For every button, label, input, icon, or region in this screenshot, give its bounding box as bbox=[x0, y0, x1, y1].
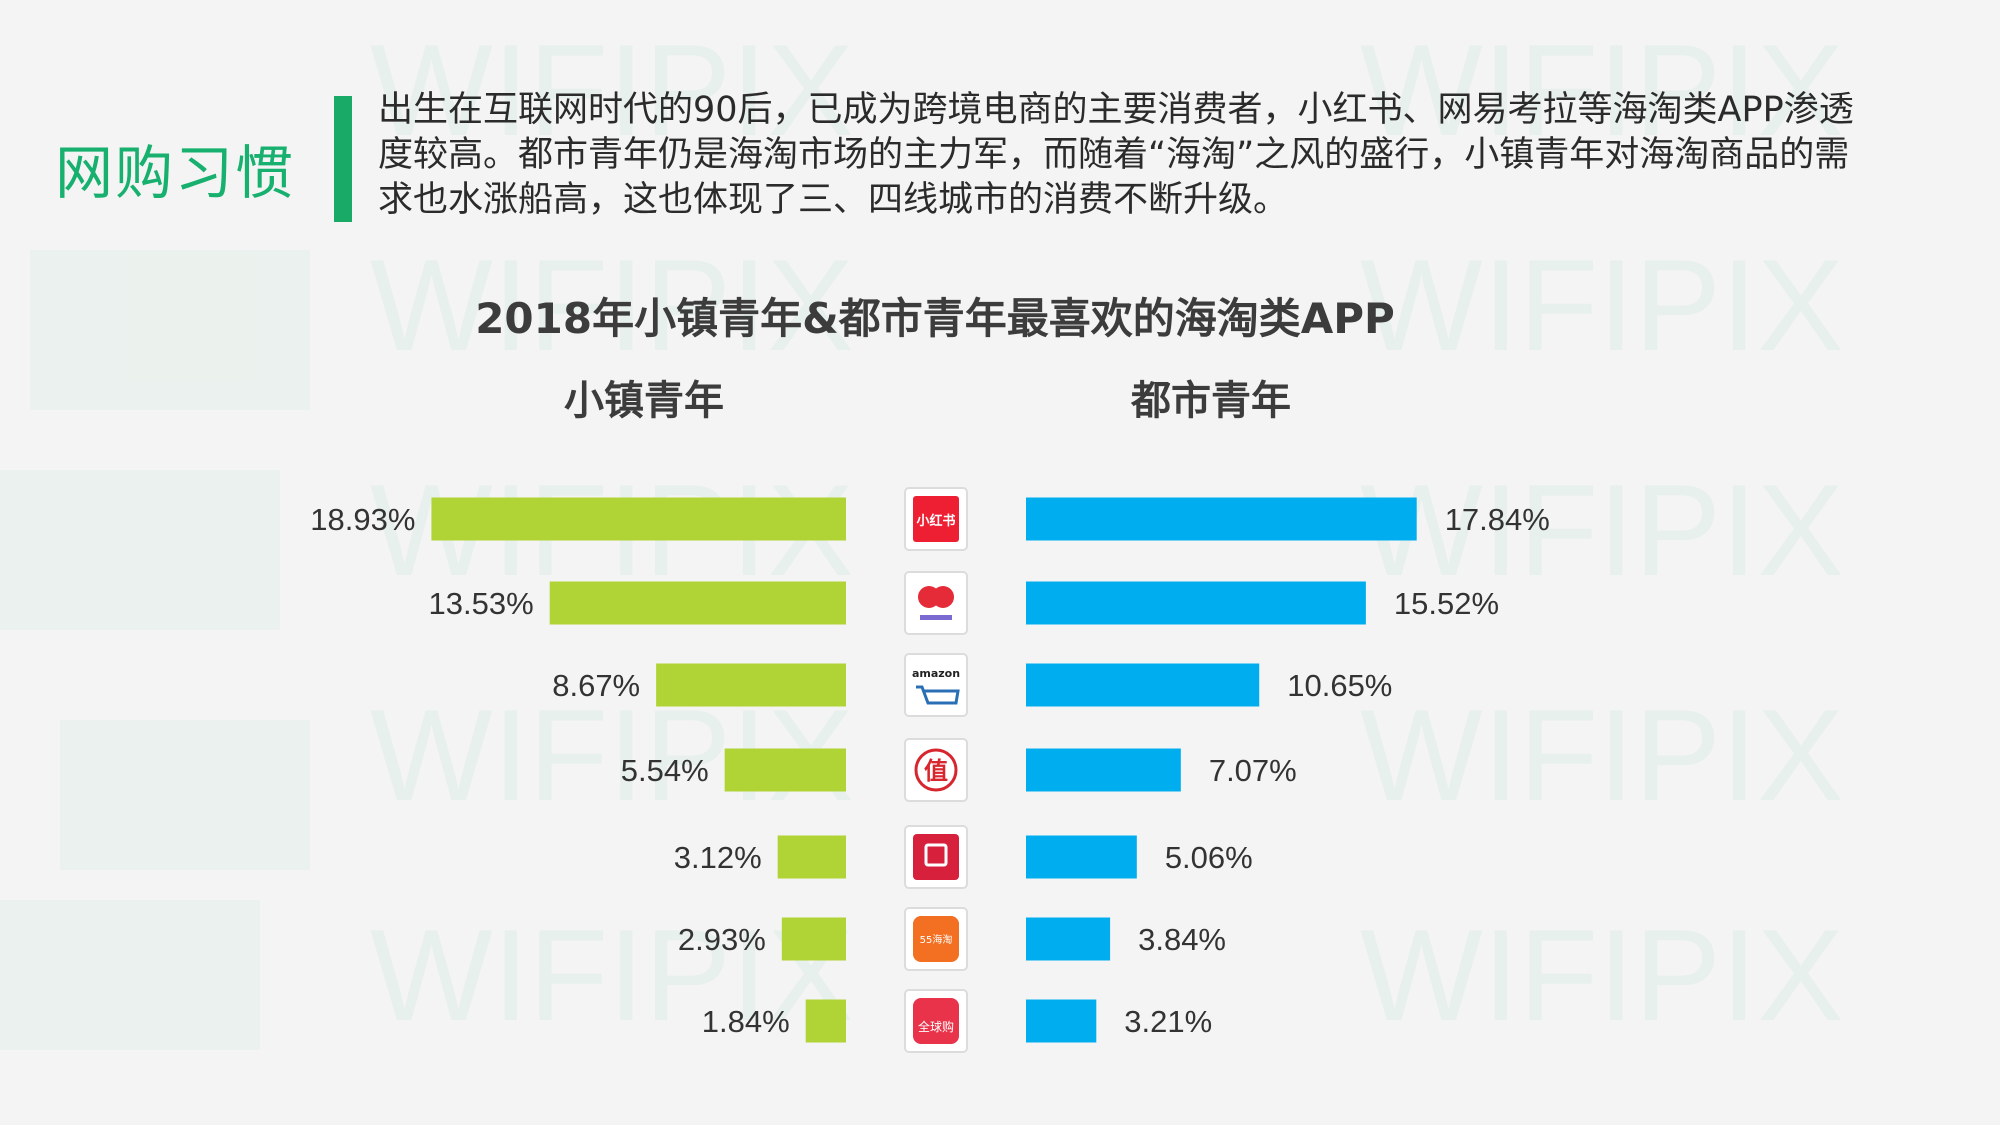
value-label-right: 7.07% bbox=[1209, 753, 1297, 788]
amazon-logo-text: amazon bbox=[912, 667, 960, 680]
chart-title: 2018年小镇青年&都市青年最喜欢的海淘类APP bbox=[475, 294, 1395, 343]
section-title: 网购习惯 bbox=[55, 139, 296, 207]
55haitao-logo-text: 55海淘 bbox=[920, 933, 953, 946]
value-label-left: 8.67% bbox=[552, 668, 640, 703]
intro-text: 出生在互联网时代的90后，已成为跨境电商的主要消费者，小红书、网易考拉等海淘类A… bbox=[378, 90, 1854, 220]
tmall-global-logo bbox=[913, 998, 959, 1044]
value-label-right: 5.06% bbox=[1165, 840, 1253, 875]
bar-left bbox=[431, 497, 846, 541]
zhi-logo-text: 值 bbox=[924, 757, 948, 785]
55haitao-logo bbox=[913, 916, 959, 962]
accent-bar bbox=[334, 96, 352, 222]
bar-right bbox=[1026, 835, 1137, 879]
bar-left bbox=[777, 835, 846, 879]
value-label-left: 3.12% bbox=[674, 840, 762, 875]
kaola-logo-shape bbox=[932, 586, 954, 608]
bar-left bbox=[656, 663, 846, 707]
value-label-left: 5.54% bbox=[621, 753, 709, 788]
value-label-right: 3.21% bbox=[1124, 1004, 1212, 1039]
bar-right bbox=[1026, 497, 1417, 541]
jumei-bag-icon bbox=[924, 843, 948, 867]
xiaohongshu-logo bbox=[913, 496, 959, 542]
tmall-global-logo-text: 全球购 bbox=[918, 1019, 954, 1034]
value-label-right: 10.65% bbox=[1287, 668, 1392, 703]
value-label-right: 17.84% bbox=[1445, 502, 1550, 537]
bar-left bbox=[781, 917, 846, 961]
bar-right bbox=[1026, 663, 1260, 707]
series-title-left: 小镇青年 bbox=[564, 378, 724, 424]
value-label-left: 13.53% bbox=[429, 586, 534, 621]
bar-left bbox=[805, 999, 846, 1043]
value-label-right: 3.84% bbox=[1138, 922, 1226, 957]
kaola-logo-shape bbox=[920, 615, 952, 620]
zhi-logo-ring bbox=[914, 748, 958, 792]
bar-left bbox=[724, 748, 846, 792]
bar-right bbox=[1026, 999, 1097, 1043]
series-title-right: 都市青年 bbox=[1131, 378, 1291, 424]
amazon-app-icon bbox=[904, 653, 968, 717]
xiaohongshu-logo-text: 小红书 bbox=[916, 513, 955, 529]
value-label-left: 18.93% bbox=[310, 502, 415, 537]
amazon-cart-icon bbox=[916, 685, 960, 705]
bar-right bbox=[1026, 917, 1111, 961]
bar-right bbox=[1026, 748, 1181, 792]
value-label-left: 2.93% bbox=[678, 922, 766, 957]
value-label-left: 1.84% bbox=[702, 1004, 790, 1039]
bar-right bbox=[1026, 581, 1366, 625]
value-label-right: 15.52% bbox=[1394, 586, 1499, 621]
bar-left bbox=[549, 581, 846, 625]
jumei-logo bbox=[913, 834, 959, 880]
